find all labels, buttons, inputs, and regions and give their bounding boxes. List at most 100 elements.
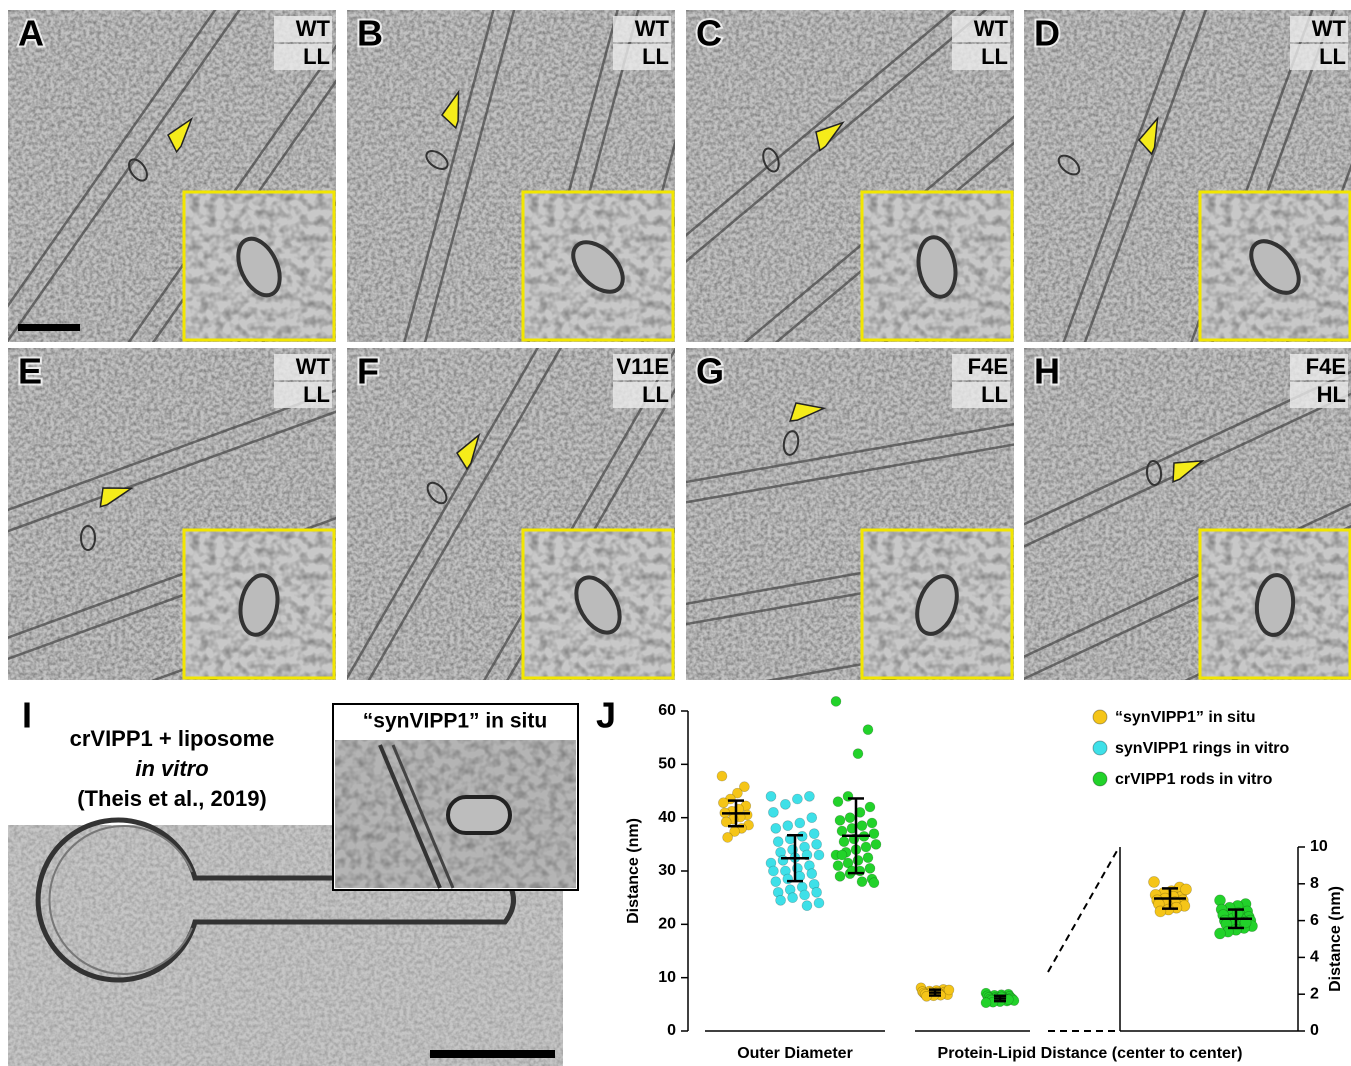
outer-diameter-point <box>771 877 781 887</box>
outer-diameter-point <box>869 878 879 888</box>
condition-label: HL <box>1317 382 1346 407</box>
outer-diameter-point <box>771 823 781 833</box>
outer-diameter-point <box>812 839 822 849</box>
y-tick-label: 60 <box>658 702 676 719</box>
outer-diameter-point <box>814 898 824 908</box>
outer-diameter-point <box>783 821 793 831</box>
outer-diameter-point <box>857 877 867 887</box>
outer-diameter-point <box>807 813 817 823</box>
y-tick-label: 30 <box>658 862 676 879</box>
outer-diameter-point <box>809 829 819 839</box>
outer-diameter-point <box>773 837 783 847</box>
inset-point <box>1181 884 1192 895</box>
group-label: Protein-Lipid Distance (center to center… <box>938 1045 1243 1062</box>
outer-diameter-point <box>863 853 873 863</box>
y2-tick-label: 6 <box>1310 912 1319 929</box>
panel-letter: B <box>357 13 383 54</box>
panel-letter: D <box>1034 13 1060 54</box>
y-tick-label: 10 <box>658 969 676 986</box>
outer-diameter-point <box>831 696 841 706</box>
scale-bar <box>18 324 80 331</box>
condition-label: WT <box>635 16 670 41</box>
outer-diameter-point <box>865 863 875 873</box>
figure: AWTLLBWTLLCWTLLDWTLLEWTLLFV11ELLGF4ELLHF… <box>0 0 1351 1066</box>
outer-diameter-point <box>871 839 881 849</box>
y-tick-label: 0 <box>667 1022 676 1039</box>
condition-label: LL <box>981 382 1008 407</box>
outer-diameter-point <box>718 798 728 808</box>
panel-title: (Theis et al., 2019) <box>77 786 267 811</box>
outer-diameter-point <box>766 791 776 801</box>
y2-tick-label: 10 <box>1310 838 1328 855</box>
outer-diameter-point <box>768 866 778 876</box>
inset-label: “synVIPP1” in situ <box>363 710 547 733</box>
outer-diameter-point <box>835 871 845 881</box>
outer-diameter-point <box>853 749 863 759</box>
condition-label: V11E <box>616 354 669 379</box>
condition-label: WT <box>974 16 1009 41</box>
condition-label: LL <box>981 44 1008 69</box>
outer-diameter-point <box>804 791 814 801</box>
outer-diameter-point <box>792 794 802 804</box>
outer-diameter-point <box>861 842 871 852</box>
zoom-line <box>1048 849 1118 972</box>
outer-diameter-point <box>833 861 843 871</box>
outer-diameter-point <box>869 829 879 839</box>
outer-diameter-point <box>839 837 849 847</box>
group-label: Outer Diameter <box>737 1045 853 1062</box>
condition-label: F4E <box>1306 354 1346 379</box>
panel-letter: C <box>696 13 722 54</box>
outer-diameter-point <box>783 874 793 884</box>
outer-diameter-point <box>778 855 788 865</box>
protein-lipid-point <box>944 985 954 995</box>
condition-label: F4E <box>968 354 1008 379</box>
legend-marker <box>1093 710 1107 724</box>
outer-diameter-point <box>723 832 733 842</box>
outer-diameter-point <box>717 771 727 781</box>
y-tick-label: 50 <box>658 756 676 773</box>
outer-diameter-point <box>867 818 877 828</box>
condition-label: WT <box>296 354 331 379</box>
outer-diameter-point <box>833 797 843 807</box>
panel-letter: I <box>22 695 32 736</box>
scale-bar <box>430 1050 555 1058</box>
y2-axis-label: Distance (nm) <box>1327 886 1344 992</box>
outer-diameter-point <box>837 850 847 860</box>
protein-lipid-point <box>981 998 991 1008</box>
y-tick-label: 20 <box>658 916 676 933</box>
legend-label: synVIPP1 rings in vitro <box>1115 740 1290 757</box>
outer-diameter-point <box>795 818 805 828</box>
y2-tick-label: 8 <box>1310 875 1319 892</box>
legend-marker <box>1093 772 1107 786</box>
panel-letter: H <box>1034 351 1060 392</box>
panel-title: crVIPP1 + liposome <box>70 726 275 751</box>
inset-point <box>1149 876 1160 887</box>
outer-diameter-point <box>863 725 873 735</box>
condition-label: LL <box>1319 44 1346 69</box>
outer-diameter-point <box>835 815 845 825</box>
outer-diameter-point <box>853 855 863 865</box>
panel-title: in vitro <box>135 756 208 781</box>
y2-tick-label: 2 <box>1310 985 1319 1002</box>
panel-letter: A <box>18 13 44 54</box>
condition-label: LL <box>303 44 330 69</box>
outer-diameter-point <box>837 826 847 836</box>
condition-label: WT <box>1312 16 1347 41</box>
condition-label: WT <box>296 16 331 41</box>
inset-point <box>1215 928 1226 939</box>
legend-label: “synVIPP1” in situ <box>1115 709 1255 726</box>
outer-diameter-point <box>807 869 817 879</box>
panel-letter: E <box>18 351 42 392</box>
outer-diameter-point <box>843 791 853 801</box>
outer-diameter-point <box>780 799 790 809</box>
condition-label: LL <box>303 382 330 407</box>
outer-diameter-point <box>795 871 805 881</box>
outer-diameter-point <box>865 802 875 812</box>
y-axis-label: Distance (nm) <box>625 818 642 924</box>
outer-diameter-point <box>768 807 778 817</box>
inset-vesicle <box>448 797 510 833</box>
panel-letter: G <box>696 351 724 392</box>
outer-diameter-point <box>857 821 867 831</box>
panel-letter: F <box>357 351 379 392</box>
outer-diameter-point <box>776 895 786 905</box>
